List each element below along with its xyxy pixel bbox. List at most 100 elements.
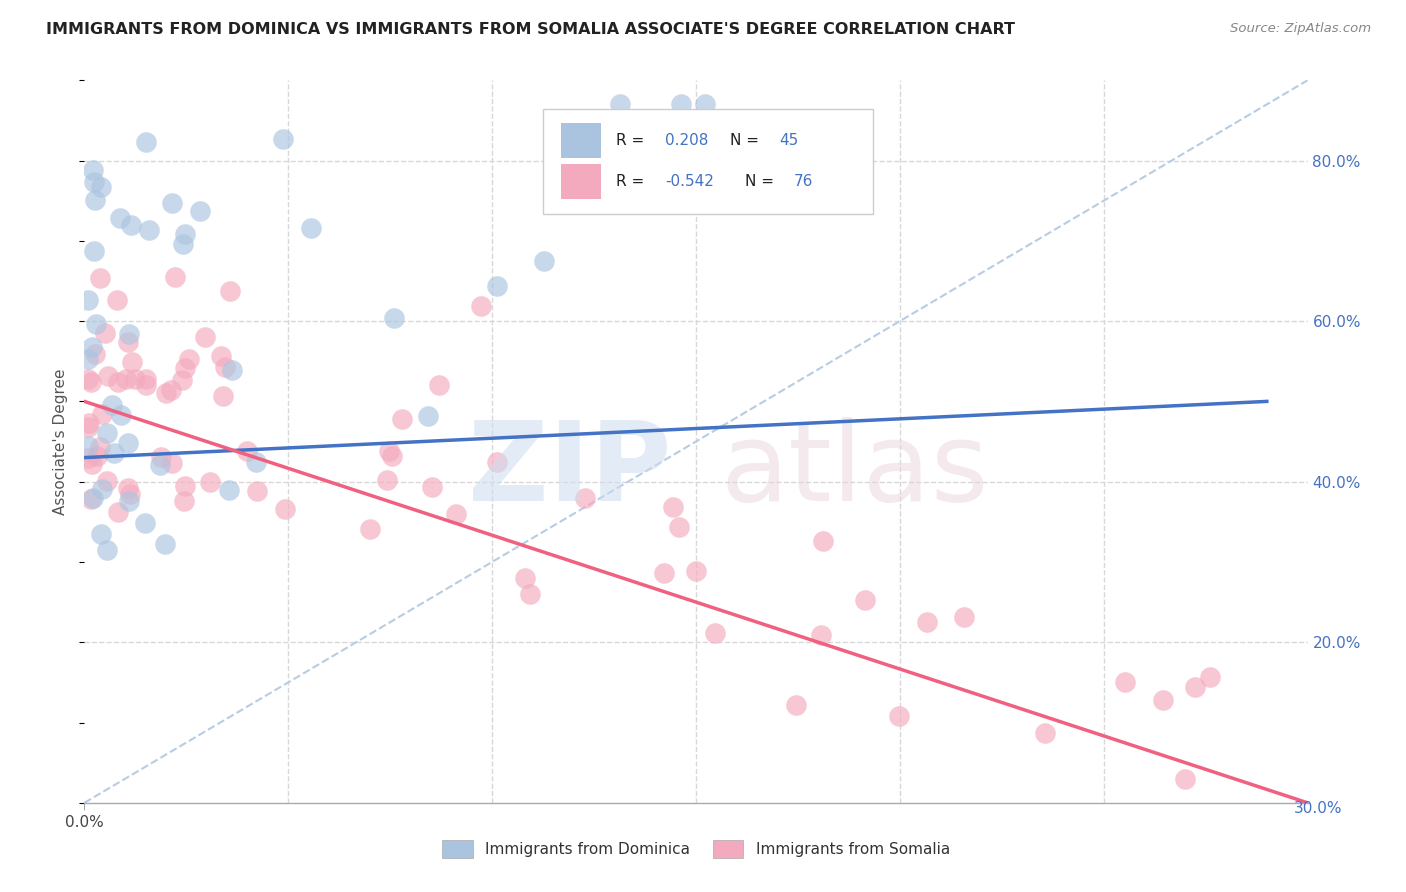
Point [120, 218, 142, 232]
Point [118, 326, 141, 341]
Point [82, 491, 104, 505]
Point [375, 473, 398, 487]
Point [194, 330, 217, 344]
Point [121, 354, 143, 368]
Point [685, 564, 707, 578]
Point [533, 254, 555, 268]
Point [80, 492, 103, 507]
Point [1184, 681, 1206, 695]
Point [519, 587, 541, 601]
Point [391, 412, 413, 426]
Point [90, 407, 112, 421]
Point [174, 478, 197, 492]
Point [96, 426, 118, 441]
Point [96, 543, 118, 558]
Point [117, 334, 139, 349]
Point [107, 375, 129, 389]
Point [80, 376, 103, 390]
Point [1174, 772, 1197, 786]
Point [235, 444, 257, 458]
Point [218, 483, 240, 497]
Y-axis label: Associate's Degree: Associate's Degree [53, 368, 69, 515]
Point [209, 349, 232, 363]
Point [84, 347, 107, 361]
Point [173, 227, 195, 241]
Text: 76: 76 [794, 174, 813, 189]
Point [485, 278, 508, 293]
Bar [561, 123, 600, 158]
Point [1114, 674, 1136, 689]
Point [1199, 670, 1222, 684]
Point [1152, 692, 1174, 706]
Point [811, 534, 834, 549]
Point [77, 420, 100, 434]
Point [245, 455, 267, 469]
Point [704, 625, 727, 640]
Point [77, 416, 100, 430]
Point [609, 97, 631, 112]
Point [80, 340, 103, 354]
Text: 45: 45 [779, 133, 799, 148]
Point [695, 97, 717, 112]
Point [118, 494, 141, 508]
Point [221, 363, 243, 377]
Point [378, 443, 401, 458]
Point [273, 132, 295, 146]
Text: N =: N = [745, 174, 779, 189]
Point [446, 508, 468, 522]
Point [381, 449, 404, 463]
Point [90, 527, 112, 541]
Point [246, 483, 269, 498]
Point [82, 163, 104, 178]
Point [91, 482, 114, 496]
Point [470, 299, 492, 313]
Point [118, 487, 141, 501]
Point [188, 203, 211, 218]
Point [115, 372, 138, 386]
Point [101, 398, 124, 412]
Legend: Immigrants from Dominica, Immigrants from Somalia: Immigrants from Dominica, Immigrants fro… [436, 834, 956, 863]
Point [155, 385, 177, 400]
Point [853, 593, 876, 607]
Point [97, 368, 120, 383]
Point [810, 628, 832, 642]
Point [83, 175, 105, 189]
Point [671, 97, 693, 112]
Point [160, 456, 183, 470]
Point [138, 223, 160, 237]
Point [515, 570, 537, 584]
Point [952, 610, 974, 624]
Point [174, 360, 197, 375]
Point [96, 474, 118, 488]
Bar [561, 164, 600, 199]
Point [77, 293, 100, 307]
Point [652, 566, 675, 580]
Point [198, 475, 221, 489]
Text: R =: R = [616, 174, 650, 189]
Point [90, 179, 112, 194]
Point [668, 519, 690, 533]
Point [420, 480, 443, 494]
Point [108, 211, 131, 226]
Point [359, 522, 381, 536]
Point [83, 244, 105, 258]
Point [110, 408, 132, 422]
Point [77, 372, 100, 386]
Point [134, 516, 156, 531]
Point [574, 491, 596, 506]
Point [661, 500, 683, 515]
Point [704, 125, 727, 139]
Text: R =: R = [616, 133, 650, 148]
Text: atlas: atlas [720, 417, 988, 524]
Point [219, 285, 242, 299]
Point [427, 378, 450, 392]
Text: N =: N = [730, 133, 763, 148]
FancyBboxPatch shape [543, 109, 873, 214]
Point [163, 270, 186, 285]
Text: 0.208: 0.208 [665, 133, 709, 148]
Point [149, 450, 172, 464]
Point [77, 352, 100, 367]
Point [177, 352, 200, 367]
Point [273, 501, 295, 516]
Point [103, 446, 125, 460]
